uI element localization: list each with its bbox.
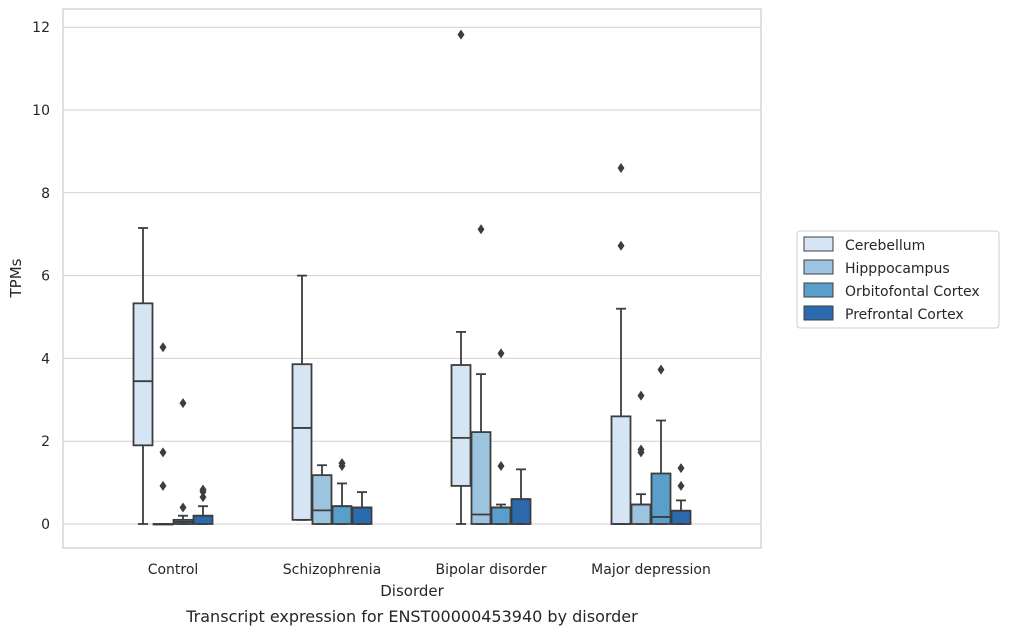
outlier-point xyxy=(497,461,505,472)
box-body xyxy=(192,514,214,525)
box-cerebellum xyxy=(132,227,154,525)
box-body xyxy=(650,472,672,525)
outlier-point xyxy=(677,463,685,474)
box-body xyxy=(610,415,632,525)
outlier-point xyxy=(179,502,187,513)
outlier-point xyxy=(199,492,207,503)
outlier-point xyxy=(617,240,625,251)
y-tick-label: 10 xyxy=(32,103,50,119)
x-axis-title: Disorder xyxy=(380,582,444,600)
legend-label: Prefrontal Cortex xyxy=(845,307,964,323)
box-cerebellum xyxy=(610,162,632,525)
outlier-point xyxy=(159,342,167,353)
x-tick-label: Schizophrenia xyxy=(283,562,381,578)
outlier-point xyxy=(637,444,645,455)
box-hipppocampus xyxy=(470,224,492,525)
legend-swatch xyxy=(803,259,834,275)
legend-frame xyxy=(796,230,1000,329)
outlier-point xyxy=(657,364,665,375)
outlier-point xyxy=(179,398,187,409)
chart-caption: Transcript expression for ENST0000045394… xyxy=(185,607,638,626)
x-tick-label: Major depression xyxy=(591,562,711,578)
box-body xyxy=(670,509,692,525)
outlier-point xyxy=(457,29,465,40)
box-orbitofontal-cortex xyxy=(172,398,194,525)
grid-lines xyxy=(63,26,761,525)
legend-label: Hipppocampus xyxy=(845,261,950,277)
outlier-point xyxy=(677,480,685,491)
box-hipppocampus xyxy=(152,342,174,526)
outlier-point xyxy=(637,390,645,401)
outlier-point xyxy=(477,224,485,235)
legend-swatch xyxy=(803,282,834,298)
box-body xyxy=(291,363,313,521)
box-orbitofontal-cortex xyxy=(490,348,512,525)
box-body xyxy=(331,505,353,525)
box-body xyxy=(311,474,333,525)
box-body xyxy=(490,506,512,525)
y-tick-label: 4 xyxy=(41,351,50,367)
legend-swatch xyxy=(803,305,834,321)
legend-label: Cerebellum xyxy=(845,238,925,254)
outlier-point xyxy=(497,348,505,359)
box-cerebellum xyxy=(450,29,472,525)
box-cerebellum xyxy=(291,274,313,521)
outlier-point xyxy=(159,447,167,458)
box-hipppocampus xyxy=(311,464,333,525)
box-plot-marks xyxy=(132,29,692,526)
outlier-point xyxy=(617,162,625,173)
x-axis-ticks: Control Schizophrenia Bipolar disorder Majo… xyxy=(148,562,711,578)
y-tick-label: 2 xyxy=(41,434,50,450)
y-axis-title: TPMs xyxy=(7,258,25,298)
box-hipppocampus xyxy=(630,390,652,525)
legend-swatch xyxy=(803,236,834,252)
box-prefrontal-cortex xyxy=(192,484,214,525)
y-axis-ticks: 0 2 4 6 8 10 12 xyxy=(32,20,50,533)
y-tick-label: 6 xyxy=(41,269,50,285)
box-body xyxy=(510,498,532,525)
legend-label: Orbitofontal Cortex xyxy=(845,284,980,300)
outlier-point xyxy=(199,484,207,495)
box-orbitofontal-cortex xyxy=(331,458,353,525)
outlier-point xyxy=(338,458,346,469)
x-tick-label: Bipolar disorder xyxy=(435,562,546,578)
box-orbitofontal-cortex xyxy=(650,364,672,525)
y-tick-label: 8 xyxy=(41,186,50,202)
box-prefrontal-cortex xyxy=(510,468,532,525)
box-body xyxy=(132,302,154,447)
box-prefrontal-cortex xyxy=(351,491,373,525)
box-prefrontal-cortex xyxy=(670,463,692,525)
box-body xyxy=(470,431,492,525)
plot-area-frame xyxy=(62,8,762,549)
box-body xyxy=(450,364,472,487)
y-tick-label: 0 xyxy=(41,517,50,533)
box-body xyxy=(351,506,373,525)
x-tick-label: Control xyxy=(148,562,199,578)
outlier-point xyxy=(159,480,167,491)
y-tick-label: 12 xyxy=(32,20,50,36)
box-body xyxy=(630,503,652,525)
legend: Cerebellum Hipppocampus Orbitofontal Corte… xyxy=(796,230,1000,329)
